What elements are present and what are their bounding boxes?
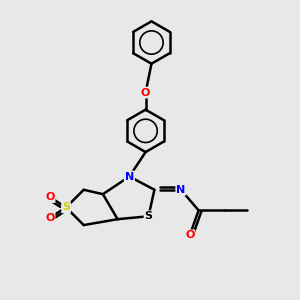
Text: N: N — [176, 185, 185, 195]
Text: O: O — [45, 213, 55, 223]
Text: O: O — [185, 230, 194, 240]
Text: N: N — [125, 172, 134, 182]
Text: S: S — [62, 202, 70, 212]
Text: S: S — [145, 211, 152, 221]
Text: O: O — [141, 88, 150, 98]
Text: O: O — [45, 192, 55, 202]
